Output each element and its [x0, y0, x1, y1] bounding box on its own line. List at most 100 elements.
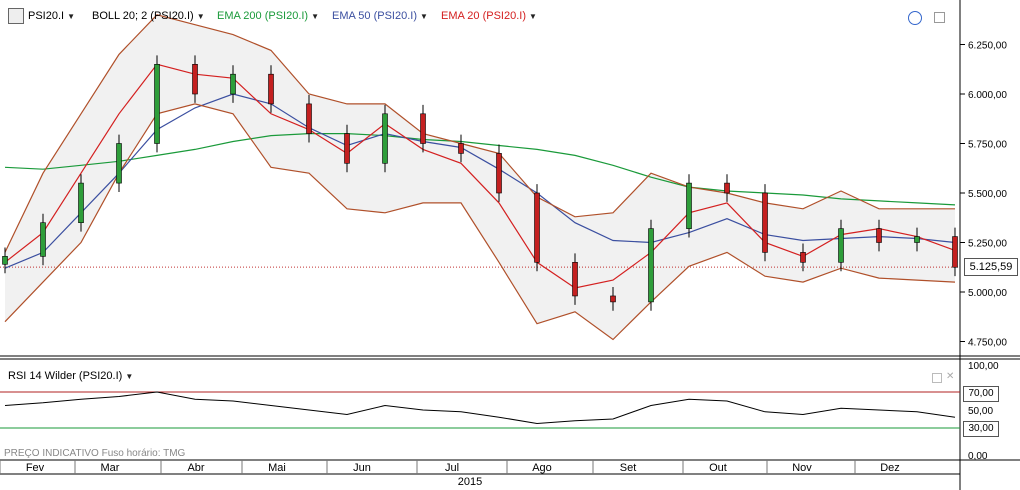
series-line-ema-50 — [4, 93, 956, 269]
candle-body — [78, 182, 84, 224]
price-axis-label: 6.000,00 — [968, 90, 1007, 101]
price-axis-label: 5.250,00 — [968, 239, 1007, 250]
dropdown-arrow-icon: ▼ — [196, 12, 205, 21]
candle — [116, 134, 122, 193]
month-label: Nov — [792, 462, 812, 474]
month-label: Mar — [101, 462, 120, 474]
candle — [420, 104, 426, 153]
candle — [496, 144, 502, 202]
month-label: Fev — [26, 462, 45, 474]
indicator-boll[interactable]: BOLL 20; 2 (PSI20.I) ▼ — [92, 10, 205, 22]
candle — [344, 124, 350, 173]
dropdown-arrow-icon: ▼ — [67, 12, 75, 21]
indicator-boll-label: BOLL 20; 2 (PSI20.I) — [92, 10, 194, 22]
month-label: Jul — [445, 462, 459, 474]
candle-body — [762, 192, 768, 253]
price-axis-label: 6.250,00 — [968, 41, 1007, 52]
candle — [762, 184, 768, 262]
candle — [648, 219, 654, 311]
close-icon[interactable]: ✕ — [946, 371, 955, 382]
candle-body — [382, 113, 388, 164]
candle-body — [192, 64, 198, 95]
dropdown-arrow-icon: ▼ — [125, 372, 134, 381]
candle — [610, 287, 616, 311]
candle-body — [420, 113, 426, 144]
price-axis-label: 5.000,00 — [968, 288, 1007, 299]
month-label: Set — [620, 462, 637, 474]
candle-body — [496, 153, 502, 194]
candle-body — [686, 182, 692, 229]
series-line-ema-20 — [4, 63, 956, 289]
candle-body — [230, 73, 236, 95]
candle-body — [116, 143, 122, 184]
candle-body — [344, 133, 350, 164]
indicator-ema20-label: EMA 20 (PSI20.I) — [441, 10, 526, 22]
price-axis-label: 5.750,00 — [968, 140, 1007, 151]
candle — [192, 55, 198, 103]
dropdown-arrow-icon: ▼ — [528, 12, 537, 21]
indicator-ema50[interactable]: EMA 50 (PSI20.I) ▼ — [332, 10, 428, 22]
dropdown-arrow-icon: ▼ — [419, 12, 428, 21]
maximize-icon[interactable] — [934, 12, 945, 23]
candle — [40, 213, 46, 266]
candle — [78, 174, 84, 232]
clock-icon[interactable] — [908, 11, 922, 25]
candle-body — [952, 236, 958, 268]
candle — [838, 219, 844, 272]
candle-body — [2, 256, 8, 265]
current-price-badge: 5.125,59 — [964, 258, 1018, 276]
indicator-ema50-label: EMA 50 (PSI20.I) — [332, 10, 417, 22]
rsi-upper-level-badge: 70,00 — [963, 386, 999, 402]
indicator-ema200-label: EMA 200 (PSI20.I) — [217, 10, 309, 22]
chart-menu-icon[interactable] — [8, 8, 24, 24]
candle — [306, 94, 312, 143]
footer-note: PREÇO INDICATIVO Fuso horário: TMG — [4, 448, 186, 459]
series-line-ema-200 — [4, 133, 956, 206]
candle-body — [648, 228, 654, 303]
candle-body — [40, 222, 46, 257]
rsi-indicator-selector[interactable]: RSI 14 Wilder (PSI20.I) ▼ — [8, 370, 133, 382]
candle-body — [534, 192, 540, 263]
rsi-axis-label: 0,00 — [968, 451, 988, 462]
candle — [458, 134, 464, 163]
candle-body — [876, 228, 882, 243]
candle-body — [610, 295, 616, 303]
candle — [876, 219, 882, 252]
rsi-line — [4, 391, 956, 425]
candle — [800, 243, 806, 272]
month-label: Ago — [532, 462, 552, 474]
candle — [268, 65, 274, 113]
candle-body — [724, 182, 730, 194]
candle — [914, 227, 920, 252]
candle-body — [914, 236, 920, 243]
price-axis-label: 4.750,00 — [968, 338, 1007, 349]
year-label: 2015 — [457, 476, 483, 488]
candle — [534, 184, 540, 272]
candle — [2, 247, 8, 274]
chart-toolbar: PSI20.I ▼ BOLL 20; 2 (PSI20.I) ▼ EMA 200 (… — [0, 0, 960, 30]
series-line-boll-lower — [4, 103, 956, 341]
price-axis-label: 5.500,00 — [968, 189, 1007, 200]
month-label: Mai — [268, 462, 286, 474]
indicator-ema200[interactable]: EMA 200 (PSI20.I) ▼ — [217, 10, 319, 22]
candle — [230, 65, 236, 103]
candle-body — [458, 143, 464, 154]
month-label: Out — [709, 462, 727, 474]
restore-icon[interactable] — [932, 373, 942, 383]
candle-body — [838, 228, 844, 263]
rsi-axis-label: 100,00 — [968, 361, 999, 372]
candle-body — [268, 73, 274, 105]
candle — [572, 253, 578, 305]
month-label: Abr — [187, 462, 204, 474]
candle-body — [154, 64, 160, 144]
candle-body — [800, 252, 806, 263]
candle-body — [572, 261, 578, 297]
rsi-axis-label: 50,00 — [968, 406, 993, 417]
symbol-selector[interactable]: PSI20.I ▼ — [28, 10, 75, 22]
rsi-lower-level-badge: 30,00 — [963, 421, 999, 437]
indicator-ema20[interactable]: EMA 20 (PSI20.I) ▼ — [441, 10, 537, 22]
candle — [154, 55, 160, 153]
symbol-label: PSI20.I — [28, 10, 65, 22]
month-label: Dez — [880, 462, 900, 474]
